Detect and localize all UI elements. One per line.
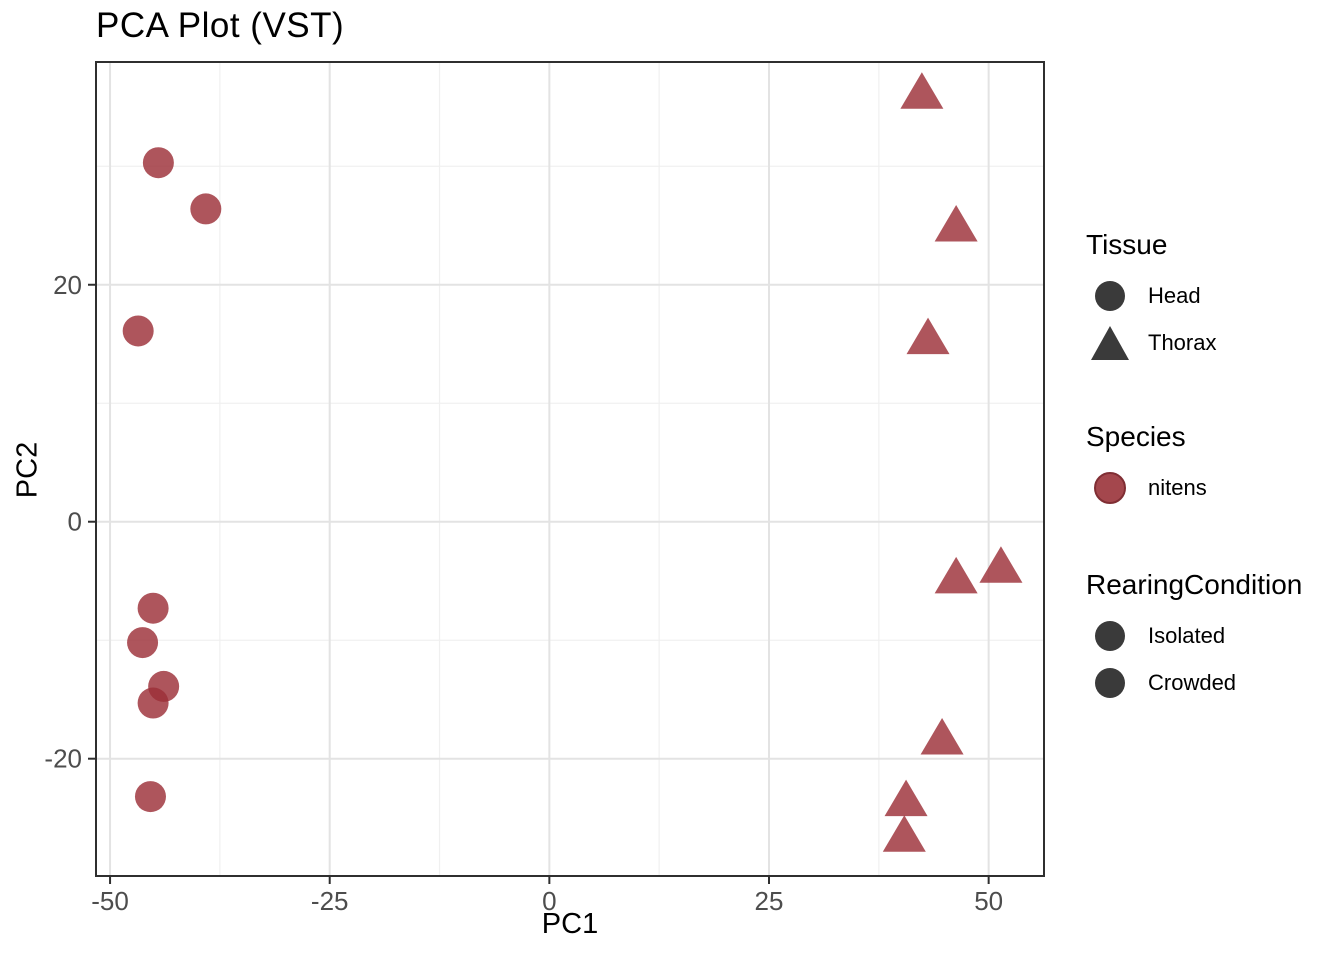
panel-border xyxy=(95,61,1045,877)
legend-item-crowded: Crowded xyxy=(1086,659,1302,706)
legend-item-isolated: Isolated xyxy=(1086,612,1302,659)
legend-item-nitens: nitens xyxy=(1086,464,1207,511)
head-circle-icon xyxy=(1086,273,1134,319)
panel-background xyxy=(96,62,1044,876)
data-point-head xyxy=(190,193,222,225)
x-tick-label: 50 xyxy=(974,886,1003,916)
legend-title-rearing-condition: RearingCondition xyxy=(1086,569,1303,600)
data-point-head xyxy=(127,627,159,659)
legend-label-nitens: nitens xyxy=(1148,474,1207,500)
legend-title-tissue: Tissue xyxy=(1086,229,1168,260)
data-point-thorax xyxy=(934,205,978,242)
data-point-thorax xyxy=(900,72,944,109)
legend-group-tissue: Tissue Head Thorax xyxy=(1086,228,1216,366)
legend-group-species: Species nitens xyxy=(1086,420,1207,511)
x-tick-label: 0 xyxy=(542,886,556,916)
legend-label-head: Head xyxy=(1148,282,1201,308)
data-point-head xyxy=(137,592,169,624)
legend-title-species: Species xyxy=(1086,421,1186,452)
y-axis-title: PC2 xyxy=(11,441,44,499)
legend-item-head: Head xyxy=(1086,272,1216,319)
data-point-thorax xyxy=(920,718,964,755)
isolated-circle-icon xyxy=(1086,613,1134,659)
x-axis-title: PC1 xyxy=(541,908,599,940)
data-point-head xyxy=(122,315,154,347)
data-point-thorax xyxy=(906,317,950,355)
legend-item-thorax: Thorax xyxy=(1086,319,1216,366)
x-tick-label: -50 xyxy=(91,886,129,916)
y-tick-label: 0 xyxy=(68,507,82,537)
x-tick-label: -25 xyxy=(311,886,349,916)
data-point-head xyxy=(134,781,166,813)
plot-title: PCA Plot (VST) xyxy=(96,6,345,45)
legend-label-crowded: Crowded xyxy=(1148,669,1237,695)
y-tick-label: 20 xyxy=(53,270,82,300)
legend-group-rearing-condition: RearingCondition Isolated Crowded xyxy=(1086,568,1302,706)
data-point-thorax xyxy=(979,546,1023,583)
data-point-head xyxy=(142,147,174,179)
data-point-thorax xyxy=(882,815,926,852)
thorax-triangle-icon xyxy=(1086,320,1134,366)
data-point-head xyxy=(137,687,169,719)
x-tick-label: 25 xyxy=(755,886,784,916)
y-tick-label: -20 xyxy=(44,744,82,774)
legend-label-thorax: Thorax xyxy=(1148,329,1217,355)
legend-label-isolated: Isolated xyxy=(1148,622,1226,648)
nitens-circle-icon xyxy=(1086,465,1134,511)
crowded-circle-icon xyxy=(1086,660,1134,706)
data-point-thorax xyxy=(884,779,928,817)
data-point-thorax xyxy=(934,556,978,594)
